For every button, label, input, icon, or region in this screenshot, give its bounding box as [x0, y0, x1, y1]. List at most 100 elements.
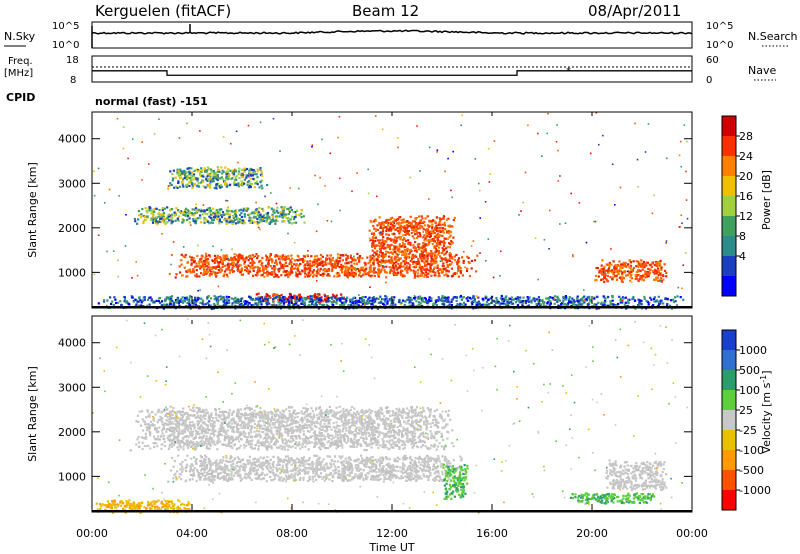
- heatmap-cell: [319, 475, 322, 478]
- heatmap-cell: [415, 469, 419, 472]
- heatmap-cell: [407, 241, 410, 245]
- heatmap-cell: [230, 142, 232, 145]
- heatmap-cell: [319, 267, 322, 270]
- heatmap-cell: [615, 270, 618, 273]
- heatmap-cell: [338, 274, 341, 277]
- heatmap-cell: [255, 293, 258, 296]
- heatmap-cell: [301, 257, 304, 261]
- heatmap-cell: [275, 262, 278, 265]
- heatmap-cell: [642, 263, 645, 266]
- heatmap-cell: [320, 299, 323, 302]
- heatmap-cell: [269, 265, 272, 268]
- heatmap-cell: [280, 266, 283, 269]
- heatmap-cell: [213, 258, 217, 261]
- heatmap-cell: [437, 299, 440, 302]
- heatmap-cell: [255, 303, 258, 306]
- heatmap-cell: [379, 244, 382, 247]
- heatmap-cell: [489, 297, 493, 300]
- heatmap-cell: [190, 174, 193, 177]
- heatmap-cell: [248, 180, 251, 183]
- heatmap-cell: [169, 182, 172, 185]
- heatmap-cell: [276, 211, 280, 214]
- heatmap-cell: [224, 301, 227, 305]
- heatmap-cell: [447, 304, 450, 307]
- heatmap-cell: [214, 211, 217, 214]
- heatmap-cell: [422, 231, 425, 233]
- heatmap-cell: [234, 304, 237, 307]
- heatmap-cell: [349, 304, 352, 307]
- heatmap-cell: [524, 302, 527, 305]
- heatmap-cell: [185, 465, 188, 468]
- heatmap-cell: [308, 267, 311, 270]
- heatmap-cell: [657, 271, 660, 274]
- heatmap-cell: [433, 274, 436, 277]
- heatmap-cell: [191, 171, 194, 174]
- heatmap-cell: [188, 478, 191, 481]
- heatmap-cell: [238, 170, 241, 173]
- heatmap-cell: [303, 266, 306, 269]
- heatmap-cell: [381, 257, 384, 261]
- power-ylabel: Slant Range [km]: [26, 162, 39, 258]
- heatmap-cell: [249, 261, 252, 265]
- heatmap-cell: [336, 264, 339, 267]
- heatmap-cell: [181, 460, 184, 463]
- heatmap-cell: [135, 303, 138, 306]
- heatmap-cell: [399, 238, 402, 241]
- heatmap-cell: [376, 224, 379, 227]
- heatmap-cell: [279, 472, 282, 475]
- heatmap-cell: [177, 170, 180, 173]
- heatmap-cell: [641, 262, 644, 266]
- heatmap-cell: [612, 260, 615, 263]
- heatmap-cell: [446, 264, 449, 267]
- heatmap-cell: [457, 257, 461, 260]
- heatmap-cell: [439, 229, 442, 232]
- heatmap-cell: [313, 261, 316, 264]
- heatmap-cell: [485, 300, 489, 303]
- heatmap-cell: [665, 240, 668, 242]
- heatmap-cell: [660, 265, 662, 267]
- heatmap-cell: [216, 271, 219, 274]
- heatmap-cell: [152, 214, 155, 217]
- heatmap-cell: [606, 269, 609, 272]
- y-tick-label: 1000: [58, 266, 86, 279]
- heatmap-cell: [246, 459, 249, 462]
- heatmap-cell: [232, 270, 235, 273]
- heatmap-cell: [238, 470, 241, 473]
- heatmap-cell: [637, 262, 640, 265]
- heatmap-cell: [355, 302, 358, 305]
- heatmap-cell: [332, 300, 336, 303]
- heatmap-cell: [334, 455, 337, 458]
- heatmap-cell: [228, 174, 231, 177]
- heatmap-cell: [270, 258, 273, 261]
- colorbar-tick-label: 8: [739, 230, 746, 243]
- heatmap-cell: [639, 276, 642, 279]
- heatmap-cell: [448, 252, 451, 255]
- heatmap-cell: [603, 301, 606, 304]
- heatmap-cell: [197, 289, 199, 292]
- heatmap-cell: [423, 261, 426, 264]
- heatmap-cell: [655, 278, 658, 281]
- heatmap-cell: [226, 255, 229, 258]
- heatmap-cell: [200, 209, 203, 213]
- heatmap-cell: [370, 270, 373, 273]
- heatmap-cell: [122, 126, 125, 128]
- heatmap-cell: [390, 228, 393, 231]
- heatmap-cell: [364, 272, 367, 276]
- heatmap-cell: [186, 275, 189, 278]
- heatmap-cell: [200, 456, 203, 459]
- heatmap-cell: [391, 473, 394, 476]
- heatmap-cell: [213, 186, 216, 190]
- heatmap-cell: [195, 203, 197, 206]
- heatmap-cell: [329, 296, 332, 299]
- heatmap-cell: [445, 261, 448, 264]
- heatmap-cell: [371, 257, 374, 260]
- heatmap-cell: [432, 271, 435, 274]
- heatmap-cell: [398, 216, 401, 219]
- heatmap-cell: [391, 304, 394, 307]
- heatmap-cell: [207, 302, 210, 305]
- heatmap-cell: [283, 298, 286, 302]
- heatmap-cell: [233, 180, 236, 183]
- heatmap-cell: [344, 266, 347, 269]
- heatmap-cell: [377, 273, 380, 276]
- heatmap-cell: [141, 179, 143, 181]
